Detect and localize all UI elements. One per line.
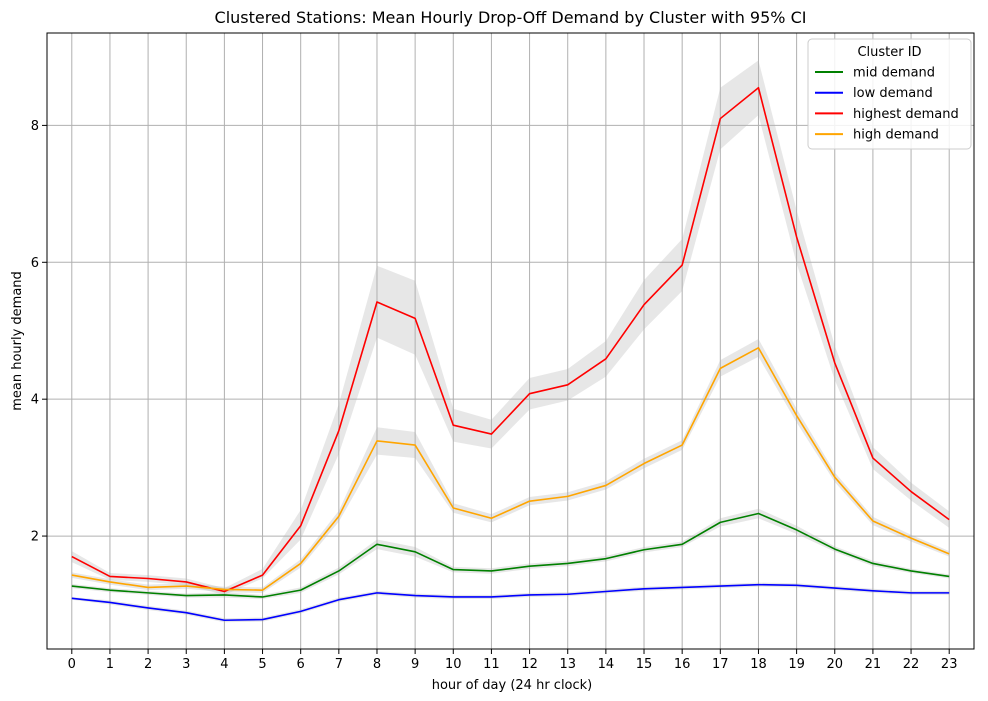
- x-tick-label: 2: [144, 657, 152, 672]
- legend-entry-label: high demand: [853, 128, 939, 143]
- legend-entry-label: mid demand: [853, 66, 935, 81]
- x-tick-label: 14: [598, 657, 615, 672]
- chart-title: Clustered Stations: Mean Hourly Drop-Off…: [215, 8, 807, 27]
- x-tick-label: 23: [941, 657, 958, 672]
- y-axis-label: mean hourly demand: [10, 271, 25, 411]
- x-tick-label: 11: [483, 657, 500, 672]
- x-tick-label: 19: [788, 657, 805, 672]
- x-tick-label: 4: [220, 657, 228, 672]
- series-line: [71, 512, 950, 598]
- x-tick-label: 22: [903, 657, 920, 672]
- y-tick-label: 8: [31, 119, 39, 134]
- confidence-bands: [71, 60, 950, 623]
- x-tick-label: 5: [258, 657, 266, 672]
- x-axis-label: hour of day (24 hr clock): [432, 678, 593, 693]
- x-tick-label: 12: [521, 657, 538, 672]
- legend: Cluster ID mid demand low demand highest d…: [807, 38, 972, 150]
- x-tick-label: 7: [335, 657, 343, 672]
- x-tick-label: 1: [106, 657, 114, 672]
- x-tick-label: 3: [182, 657, 190, 672]
- y-axis-ticks: 2 4 6 8: [31, 119, 47, 545]
- x-tick-label: 6: [297, 657, 305, 672]
- x-tick-label: 10: [445, 657, 462, 672]
- x-tick-label: 20: [826, 657, 843, 672]
- plot-frame: [46, 32, 975, 650]
- grid: [47, 33, 974, 649]
- x-tick-label: 8: [373, 657, 381, 672]
- series-line: [71, 347, 950, 591]
- y-tick-label: 2: [31, 530, 39, 545]
- legend-box: [807, 38, 972, 150]
- series-line: [71, 583, 950, 622]
- y-tick-label: 6: [31, 256, 39, 271]
- y-tick-label: 4: [31, 393, 39, 408]
- x-tick-label: 18: [750, 657, 767, 672]
- series-line: [71, 86, 950, 593]
- legend-entry-label: low demand: [853, 86, 933, 101]
- x-tick-label: 0: [68, 657, 76, 672]
- x-tick-label: 13: [559, 657, 576, 672]
- x-tick-label: 9: [411, 657, 419, 672]
- x-tick-label: 15: [636, 657, 653, 672]
- x-axis-ticks: 0 1 2 3 4 5 6 7 8 9 10 11 12 13 14 15 16 17 18 19 20 21 22 23: [68, 649, 958, 672]
- legend-title: Cluster ID: [857, 45, 921, 60]
- x-tick-label: 21: [865, 657, 882, 672]
- series-lines: [71, 86, 950, 622]
- x-tick-label: 16: [674, 657, 691, 672]
- x-tick-label: 17: [712, 657, 729, 672]
- legend-entry-label: highest demand: [853, 107, 959, 122]
- ci-band: [71, 582, 950, 623]
